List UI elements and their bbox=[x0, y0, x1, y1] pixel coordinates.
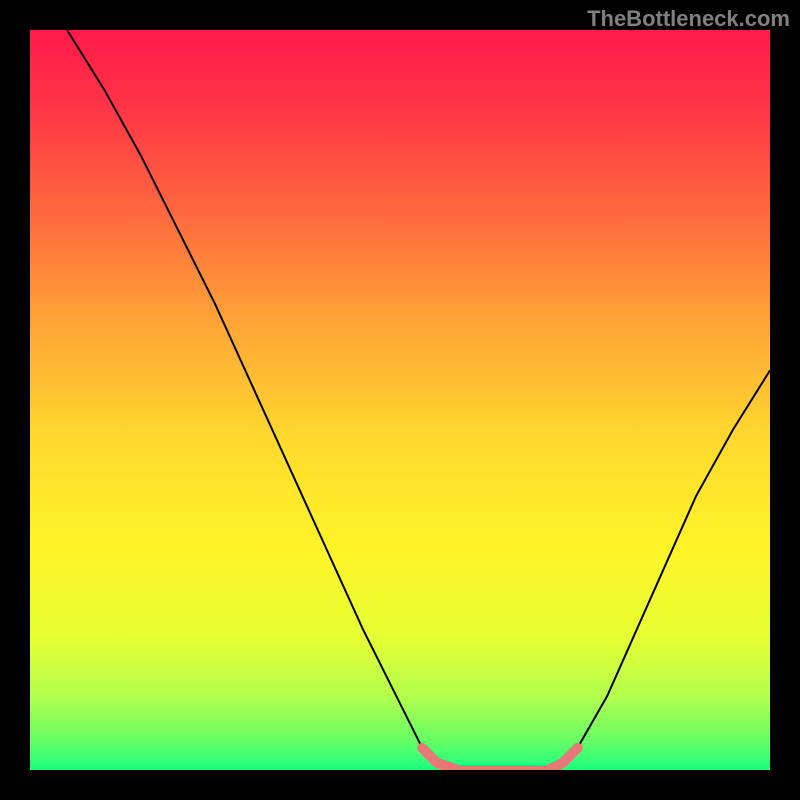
plot-area bbox=[30, 30, 770, 770]
watermark-text: TheBottleneck.com bbox=[587, 6, 790, 32]
bottleneck-chart: TheBottleneck.com bbox=[0, 0, 800, 800]
chart-svg bbox=[30, 30, 770, 770]
